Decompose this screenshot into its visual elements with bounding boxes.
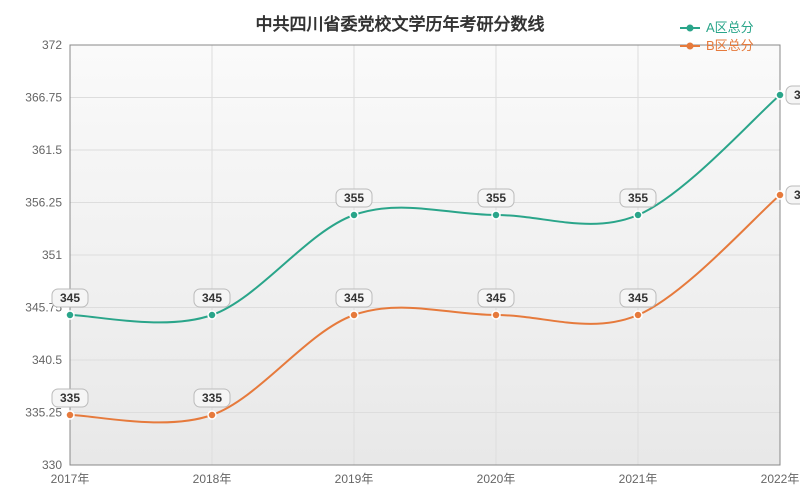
data-point (776, 91, 784, 99)
legend-marker (687, 25, 694, 32)
data-label: 345 (486, 291, 506, 305)
data-label: 345 (60, 291, 80, 305)
y-tick-label: 340.5 (32, 353, 62, 367)
data-label: 345 (344, 291, 364, 305)
x-tick-label: 2020年 (477, 472, 516, 486)
data-point (634, 211, 642, 219)
y-tick-label: 330 (42, 458, 62, 472)
legend-label: A区总分 (706, 20, 754, 35)
data-label: 367 (794, 88, 800, 102)
data-label: 335 (202, 391, 222, 405)
legend-marker (687, 43, 694, 50)
data-label: 355 (486, 191, 506, 205)
y-tick-label: 361.5 (32, 143, 62, 157)
x-tick-label: 2017年 (51, 472, 90, 486)
x-tick-label: 2018年 (193, 472, 232, 486)
data-point (350, 311, 358, 319)
data-point (634, 311, 642, 319)
data-label: 345 (202, 291, 222, 305)
data-label: 355 (628, 191, 648, 205)
y-tick-label: 335.25 (25, 406, 62, 420)
data-point (350, 211, 358, 219)
y-tick-label: 366.75 (25, 91, 62, 105)
data-point (66, 411, 74, 419)
data-point (776, 191, 784, 199)
data-label: 335 (60, 391, 80, 405)
y-tick-label: 372 (42, 38, 62, 52)
legend-label: B区总分 (706, 38, 754, 53)
line-chart: 330335.25340.5345.75351356.25361.5366.75… (0, 0, 800, 500)
data-point (208, 411, 216, 419)
data-point (492, 311, 500, 319)
data-point (66, 311, 74, 319)
y-tick-label: 351 (42, 248, 62, 262)
x-tick-label: 2022年 (761, 472, 800, 486)
data-point (492, 211, 500, 219)
data-label: 355 (344, 191, 364, 205)
x-tick-label: 2019年 (335, 472, 374, 486)
data-label: 357 (794, 188, 800, 202)
x-tick-label: 2021年 (619, 472, 658, 486)
y-tick-label: 356.25 (25, 196, 62, 210)
data-label: 345 (628, 291, 648, 305)
chart-title: 中共四川省委党校文学历年考研分数线 (256, 14, 545, 34)
data-point (208, 311, 216, 319)
